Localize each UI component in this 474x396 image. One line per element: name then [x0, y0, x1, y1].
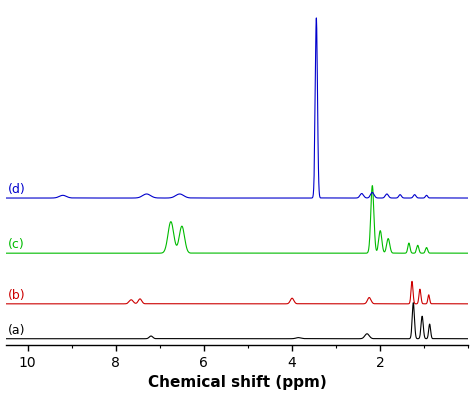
Text: (c): (c) — [8, 238, 25, 251]
Text: (a): (a) — [8, 324, 25, 337]
X-axis label: Chemical shift (ppm): Chemical shift (ppm) — [147, 375, 327, 390]
Text: (d): (d) — [8, 183, 26, 196]
Text: (b): (b) — [8, 289, 26, 302]
